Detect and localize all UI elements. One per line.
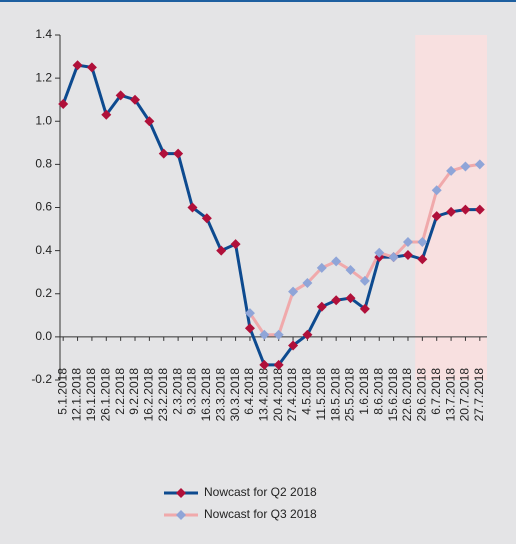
y-tick-label: 0.8 xyxy=(35,157,52,171)
data-point xyxy=(359,303,370,314)
x-tick-label: 30.3.2018 xyxy=(228,368,242,422)
data-point xyxy=(431,185,442,196)
legend-label: Nowcast for Q2 2018 xyxy=(204,485,317,499)
data-point xyxy=(144,116,155,127)
x-tick-label: 16.2.2018 xyxy=(142,368,156,422)
x-tick-label: 23.3.2018 xyxy=(213,368,227,422)
x-tick-label: 13.4.2018 xyxy=(256,368,270,422)
x-tick-label: 2.3.2018 xyxy=(170,368,184,415)
data-point xyxy=(244,308,255,319)
data-point xyxy=(259,359,270,370)
legend-marker xyxy=(176,510,186,520)
x-tick-label: 6.4.2018 xyxy=(242,368,256,415)
data-point xyxy=(115,90,126,101)
data-point xyxy=(388,252,399,263)
data-point xyxy=(345,265,356,276)
x-tick-label: 20.7.2018 xyxy=(458,368,472,422)
data-point xyxy=(288,340,299,351)
y-tick-label: 0.2 xyxy=(35,286,52,300)
top-border xyxy=(0,0,516,2)
data-point xyxy=(431,211,442,222)
data-point xyxy=(402,249,413,260)
data-point xyxy=(446,165,457,176)
x-tick-label: 9.2.2018 xyxy=(127,368,141,415)
data-point xyxy=(273,329,284,340)
data-point xyxy=(374,247,385,258)
x-tick-label: 29.6.2018 xyxy=(415,368,429,422)
x-tick-label: 27.4.2018 xyxy=(285,368,299,422)
data-point xyxy=(460,204,471,215)
x-tick-label: 6.7.2018 xyxy=(429,368,443,415)
x-tick-label: 2.2.2018 xyxy=(113,368,127,415)
y-tick-label: 1.4 xyxy=(35,27,52,41)
data-point xyxy=(230,239,241,250)
x-tick-label: 25.5.2018 xyxy=(343,368,357,422)
legend-marker xyxy=(176,488,186,498)
x-tick-label: 22.6.2018 xyxy=(400,368,414,422)
y-tick-label: 0.0 xyxy=(35,329,52,343)
x-tick-label: 1.6.2018 xyxy=(357,368,371,415)
data-point xyxy=(302,329,313,340)
data-point xyxy=(158,148,169,159)
data-point xyxy=(402,237,413,247)
data-point xyxy=(331,295,342,306)
x-tick-label: 23.2.2018 xyxy=(156,368,170,422)
y-tick-label: 0.4 xyxy=(35,243,52,257)
x-tick-label: 9.3.2018 xyxy=(185,368,199,415)
data-point xyxy=(446,206,457,217)
data-point xyxy=(187,202,198,213)
data-point xyxy=(316,262,327,273)
x-tick-label: 19.1.2018 xyxy=(84,368,98,422)
x-tick-label: 26.1.2018 xyxy=(98,368,112,422)
data-point xyxy=(273,359,284,370)
x-tick-label: 27.7.2018 xyxy=(472,368,486,422)
data-point xyxy=(288,286,299,297)
data-point xyxy=(316,301,327,312)
data-point xyxy=(331,256,342,267)
data-point xyxy=(86,62,97,73)
data-point xyxy=(359,275,370,286)
x-tick-label: 20.4.2018 xyxy=(271,368,285,422)
data-point xyxy=(72,60,83,71)
data-point xyxy=(417,254,428,265)
x-tick-label: 18.5.2018 xyxy=(328,368,342,422)
y-tick-label: 1.2 xyxy=(35,70,52,84)
x-tick-label: 5.1.2018 xyxy=(55,368,69,415)
data-point xyxy=(417,237,428,247)
x-tick-label: 4.5.2018 xyxy=(300,368,314,415)
data-point xyxy=(101,109,112,120)
data-point xyxy=(58,99,69,109)
data-point xyxy=(345,293,356,304)
legend-label: Nowcast for Q3 2018 xyxy=(204,507,317,521)
data-point xyxy=(460,161,471,172)
x-tick-label: 16.3.2018 xyxy=(199,368,213,422)
data-point xyxy=(201,213,212,224)
data-point xyxy=(474,159,485,170)
x-tick-label: 8.6.2018 xyxy=(371,368,385,415)
y-tick-label: 1.0 xyxy=(35,113,52,127)
data-point xyxy=(474,204,485,215)
data-point xyxy=(173,148,184,159)
x-tick-label: 12.1.2018 xyxy=(70,368,84,422)
data-point xyxy=(259,329,270,340)
data-point xyxy=(216,245,227,256)
y-tick-label: 0.6 xyxy=(35,200,52,214)
data-point xyxy=(244,323,255,334)
x-tick-label: 13.7.2018 xyxy=(443,368,457,422)
x-tick-label: 15.6.2018 xyxy=(386,368,400,422)
data-point xyxy=(302,277,313,288)
x-tick-label: 11.5.2018 xyxy=(314,368,328,421)
data-point xyxy=(130,94,141,105)
y-tick-label: -0.2 xyxy=(31,372,52,386)
